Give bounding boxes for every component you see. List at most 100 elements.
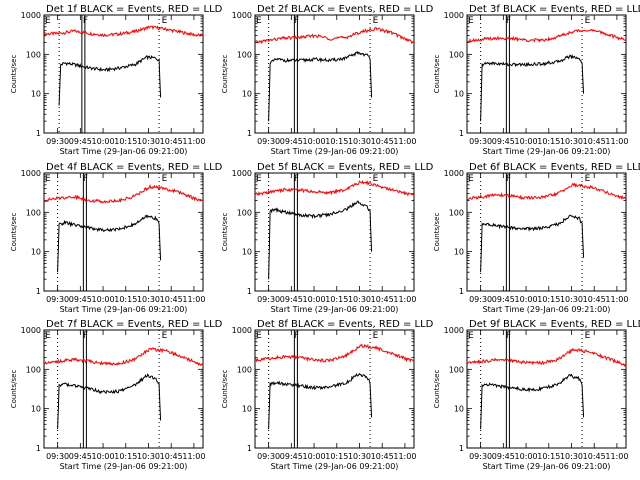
x-tick-label: 09:30 — [46, 295, 69, 304]
event-marker-label: E — [373, 16, 379, 26]
event-marker-label: E — [256, 174, 262, 184]
x-axis-label: Start Time (29-Jan-06 09:21:00) — [271, 305, 399, 314]
event-marker-label: E — [45, 174, 51, 184]
panel-det-9: Det 9f BLACK = Events, RED = LLD 1 10 100 10… — [433, 319, 640, 471]
event-marker-label: F — [506, 331, 511, 341]
x-tick-label: 11:00 — [393, 137, 416, 146]
lld-series-line — [43, 347, 204, 367]
panel-det-2: Det 2f BLACK = Events, RED = LLD 1 10 100 10… — [221, 4, 434, 156]
y-tick-label: 100 — [449, 365, 464, 374]
lld-series-line — [466, 28, 627, 44]
x-tick-label: 10:15 — [537, 452, 560, 461]
x-tick-label: 11:00 — [182, 137, 205, 146]
x-tick-label: 11:00 — [605, 295, 628, 304]
y-axis-label: Counts/sec — [433, 213, 441, 252]
plot-frame — [254, 14, 415, 134]
event-marker-label: E — [585, 16, 591, 26]
x-tick-label: 10:00 — [303, 295, 326, 304]
event-marker-label: E — [468, 16, 474, 26]
x-tick-label: 11:00 — [605, 452, 628, 461]
x-tick-label: 10:15 — [325, 295, 348, 304]
panel-det-1: Det 1f BLACK = Events, RED = LLD 1 10 100 10… — [10, 4, 223, 156]
lld-series-line — [254, 343, 415, 364]
panel-det-6: Det 6f BLACK = Events, RED = LLD 1 10 100 10… — [433, 162, 640, 314]
x-tick-label: 10:15 — [325, 137, 348, 146]
x-tick-label: 10:30 — [137, 452, 160, 461]
x-tick-label: 09:30 — [257, 452, 280, 461]
x-tick-label: 09:45 — [280, 137, 303, 146]
y-axis-label: Counts/sec — [10, 213, 18, 252]
x-tick-label: 10:15 — [537, 295, 560, 304]
y-tick-label: 100 — [449, 208, 464, 217]
y-tick-label: 1000 — [232, 169, 252, 178]
x-tick-label: 09:45 — [492, 295, 515, 304]
y-tick-label: 10 — [242, 248, 252, 257]
events-series-line — [480, 214, 585, 273]
x-tick-label: 10:30 — [348, 295, 371, 304]
lld-series-line — [466, 182, 627, 201]
panel-title: Det 8f BLACK = Events, RED = LLD — [257, 319, 434, 330]
x-tick-label: 10:45 — [160, 452, 183, 461]
lld-series-line — [43, 183, 204, 204]
x-tick-label: 09:30 — [469, 295, 492, 304]
x-tick-label: 09:45 — [280, 452, 303, 461]
event-marker-label: F — [506, 16, 511, 26]
events-series-line — [268, 50, 373, 122]
x-tick-label: 10:30 — [348, 452, 371, 461]
y-tick-label: 100 — [237, 365, 252, 374]
event-marker-label: E — [373, 174, 379, 184]
plot-frame — [254, 172, 415, 292]
event-marker-label: E — [256, 16, 262, 26]
y-tick-label: 10 — [242, 90, 252, 99]
event-marker-label: E — [45, 331, 51, 341]
event-marker-label: F — [83, 174, 88, 184]
panel-det-3: Det 3f BLACK = Events, RED = LLD 1 10 100 10… — [433, 4, 640, 156]
x-tick-label: 10:45 — [371, 452, 394, 461]
y-tick-label: 1 — [459, 129, 464, 138]
x-tick-label: 10:30 — [348, 137, 371, 146]
plot-frame — [43, 172, 204, 292]
y-tick-label: 100 — [26, 208, 41, 217]
x-tick-label: 10:00 — [515, 295, 538, 304]
x-axis-label: Start Time (29-Jan-06 09:21:00) — [60, 462, 188, 471]
event-marker-label: E — [585, 174, 591, 184]
y-tick-label: 1000 — [232, 11, 252, 20]
lld-series-line — [254, 27, 415, 45]
events-series-line — [480, 373, 585, 430]
event-marker-label: F — [294, 331, 299, 341]
x-tick-label: 10:15 — [114, 137, 137, 146]
panel-title: Det 2f BLACK = Events, RED = LLD — [257, 4, 434, 15]
event-marker-label: E — [162, 331, 168, 341]
panel-det-4: Det 4f BLACK = Events, RED = LLD 1 10 100 10… — [10, 162, 223, 314]
plot-frame — [466, 329, 627, 449]
y-tick-label: 10 — [31, 248, 41, 257]
plot-frame — [254, 329, 415, 449]
x-tick-label: 11:00 — [182, 452, 205, 461]
x-tick-label: 10:45 — [371, 295, 394, 304]
event-marker-label: E — [256, 331, 262, 341]
event-marker-label: E — [45, 16, 51, 26]
x-tick-label: 10:15 — [114, 452, 137, 461]
y-tick-label: 1000 — [444, 169, 464, 178]
event-marker-label: F — [83, 331, 88, 341]
event-marker-label: F — [294, 16, 299, 26]
x-tick-label: 09:30 — [46, 137, 69, 146]
y-axis-label: Counts/sec — [221, 213, 229, 252]
x-tick-label: 10:15 — [325, 452, 348, 461]
lld-series-line — [43, 25, 204, 38]
x-tick-label: 10:30 — [560, 137, 583, 146]
x-tick-label: 10:45 — [371, 137, 394, 146]
x-tick-label: 10:15 — [537, 137, 560, 146]
lld-series-line — [466, 347, 627, 368]
panel-title: Det 6f BLACK = Events, RED = LLD — [469, 162, 640, 173]
y-tick-label: 1 — [247, 287, 252, 296]
panel-title: Det 1f BLACK = Events, RED = LLD — [46, 4, 223, 15]
y-tick-label: 1 — [36, 444, 41, 453]
y-axis-label: Counts/sec — [433, 55, 441, 94]
x-tick-label: 10:00 — [515, 452, 538, 461]
event-marker-label: E — [162, 174, 168, 184]
y-axis-label: Counts/sec — [433, 370, 441, 409]
plot-frame — [466, 14, 627, 134]
events-series-line — [57, 373, 162, 430]
y-axis-label: Counts/sec — [221, 370, 229, 409]
